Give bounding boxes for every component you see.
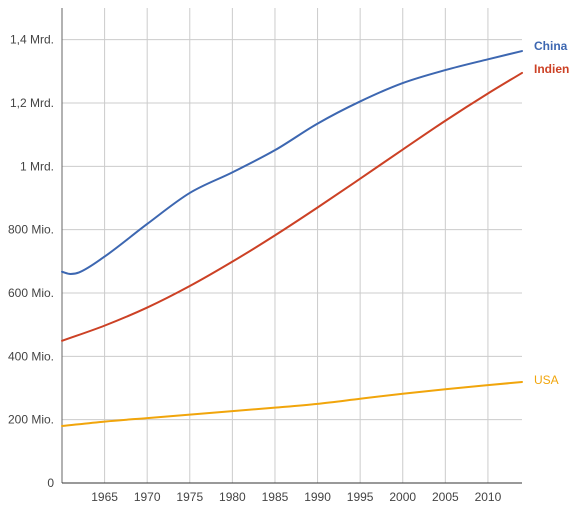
x-tick-label: 1990 [304,490,331,504]
x-tick-label: 1965 [91,490,118,504]
y-tick-label: 200 Mio. [8,413,54,427]
grid [62,8,522,483]
x-tick-label: 1975 [176,490,203,504]
series-line-indien [61,71,523,342]
y-tick-label: 0 [47,476,54,490]
y-tick-label: 1,4 Mrd. [10,33,54,47]
series-lines [61,50,523,427]
series-labels: China Indien USA [534,39,569,387]
series-line-china [61,50,523,275]
x-tick-label: 1970 [134,490,161,504]
y-tick-label: 1 Mrd. [20,159,54,173]
y-tick-label: 1,2 Mrd. [10,96,54,110]
series-label-usa: USA [534,373,559,387]
axes: 0 200 Mio. 400 Mio. 600 Mio. 800 Mio. 1 Mrd. 1… [8,8,522,504]
x-tick-label: 2000 [389,490,416,504]
x-tick-label: 1995 [347,490,374,504]
x-tick-label: 2005 [432,490,459,504]
series-label-indien: Indien [534,62,569,76]
y-tick-label: 600 Mio. [8,286,54,300]
x-tick-label: 1985 [262,490,289,504]
x-tick-label: 1980 [219,490,246,504]
y-tick-label: 800 Mio. [8,223,54,237]
series-line-usa [61,380,523,427]
series-label-china: China [534,39,568,53]
y-tick-label: 400 Mio. [8,349,54,363]
x-tick-label: 2010 [475,490,502,504]
